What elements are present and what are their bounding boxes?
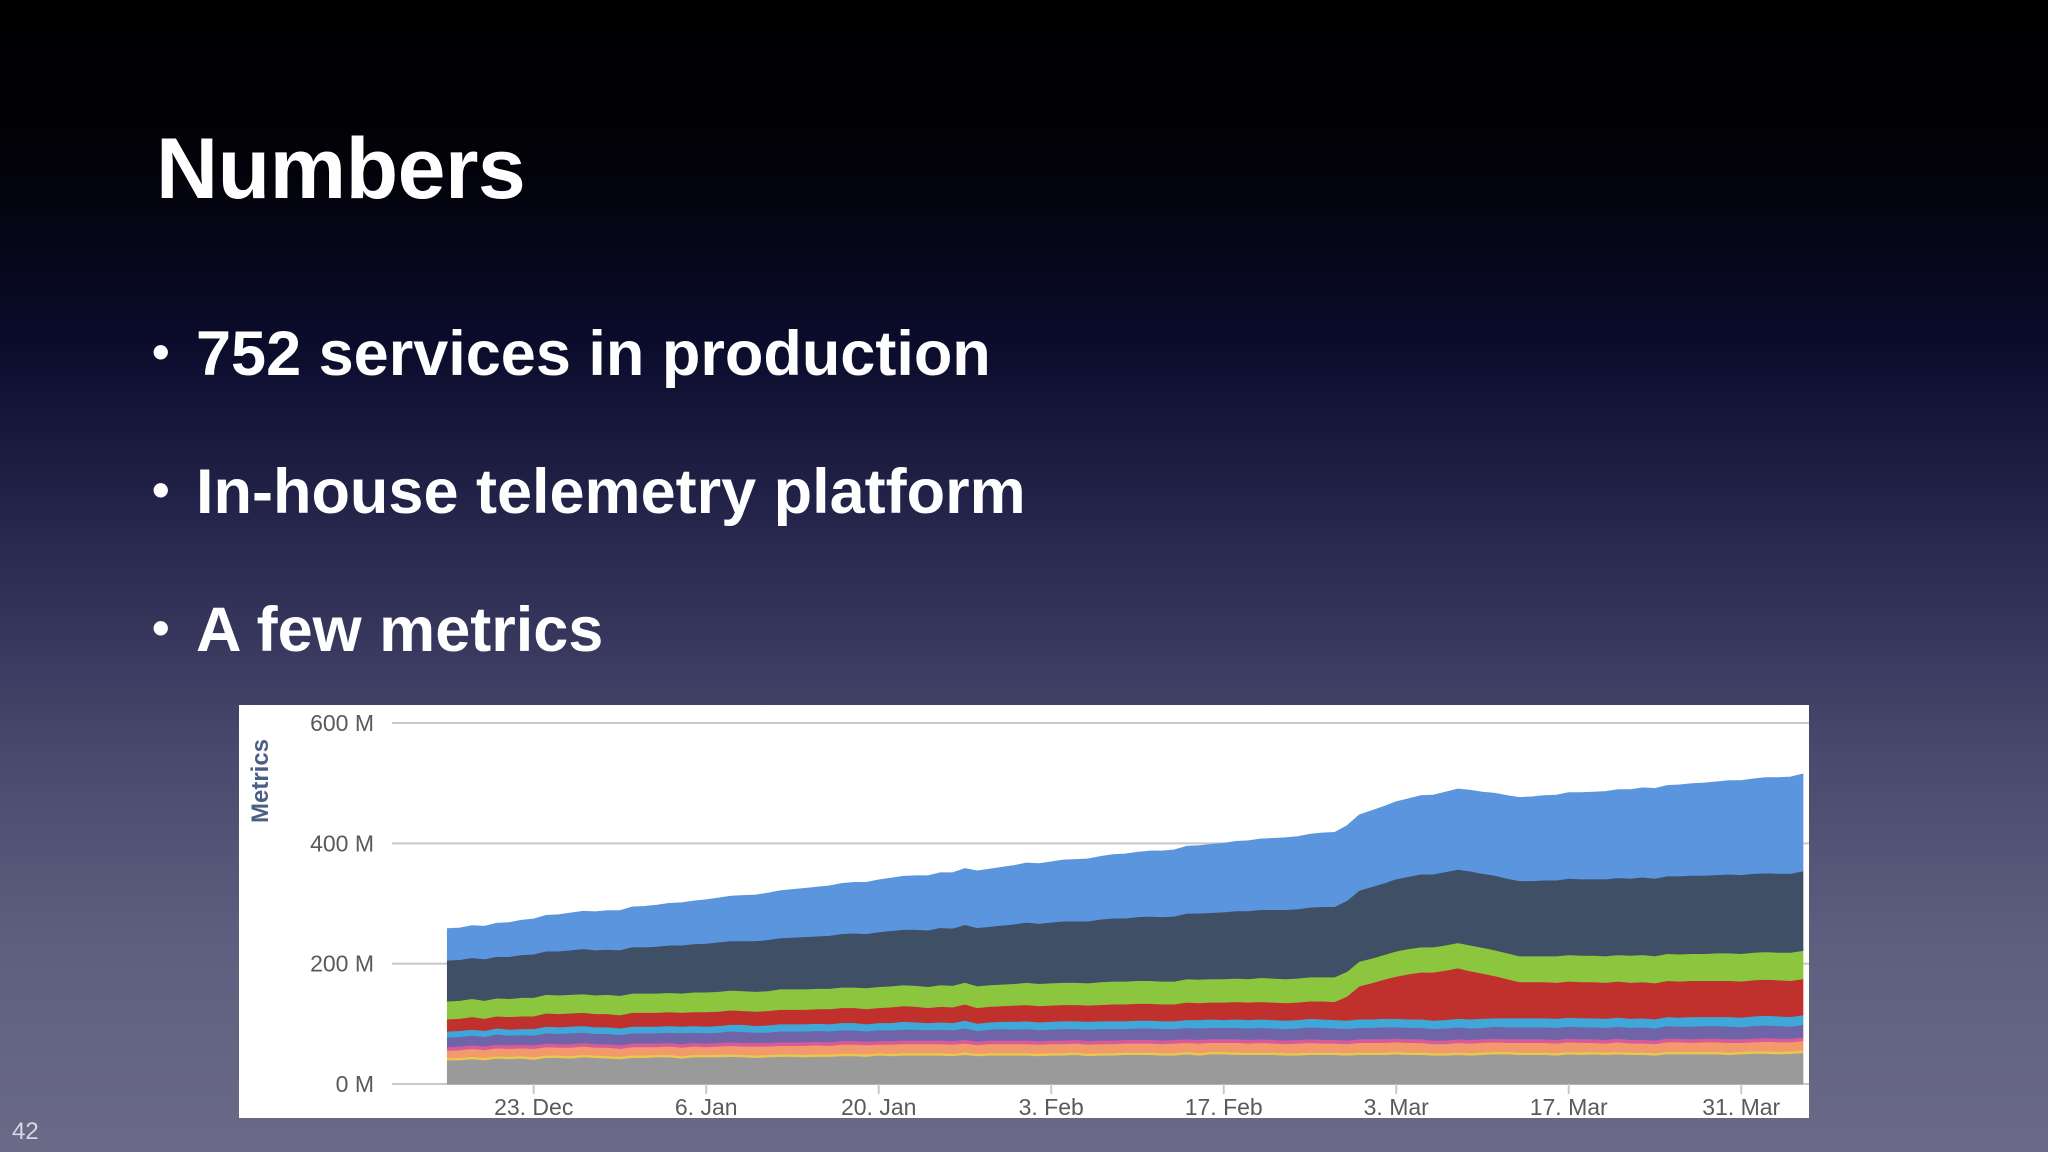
bullet-text: 752 services in production [196, 319, 991, 389]
x-tick-label: 3. Mar [1364, 1094, 1430, 1118]
x-tick-label: 6. Jan [675, 1094, 738, 1118]
area-series-group [446, 773, 1804, 1085]
y-axis-label: Metrics [247, 739, 274, 823]
bullet-text: A few metrics [196, 595, 604, 665]
bullet-text: In-house telemetry platform [196, 457, 1026, 527]
x-tick-label: 31. Mar [1702, 1094, 1780, 1118]
x-tick-label: 20. Jan [841, 1094, 916, 1118]
bullet-item: • In-house telemetry platform [150, 456, 1026, 594]
bullet-list: • 752 services in production • In-house … [150, 318, 1026, 732]
bullet-item: • 752 services in production [150, 318, 1026, 456]
y-axis-ticks: 0 M 200 M 400 M 600 M [310, 710, 374, 1097]
x-tick-label: 17. Feb [1185, 1094, 1263, 1118]
bullet-item: • A few metrics [150, 594, 1026, 732]
slide-number: 42 [12, 1118, 39, 1145]
area-series [446, 773, 1804, 961]
y-tick-label: 200 M [310, 951, 374, 977]
slide-title: Numbers [156, 121, 526, 217]
x-axis-ticks: 23. Dec 6. Jan 20. Jan 3. Feb 17. Feb 3. Mar 1… [494, 1084, 1781, 1118]
bullet-dot-icon: • [152, 324, 170, 380]
bullet-dot-icon: • [152, 600, 170, 656]
y-tick-label: 400 M [310, 830, 374, 856]
bullet-dot-icon: • [152, 462, 170, 518]
x-tick-label: 3. Feb [1019, 1094, 1084, 1118]
x-tick-label: 23. Dec [494, 1094, 573, 1118]
metrics-chart-panel: 0 M 200 M 400 M 600 M 23. Dec 6. Jan 20. Jan 3… [239, 705, 1809, 1118]
y-tick-label: 0 M [336, 1071, 374, 1097]
y-tick-label: 600 M [310, 710, 374, 736]
x-tick-label: 17. Mar [1530, 1094, 1608, 1118]
metrics-area-chart: 0 M 200 M 400 M 600 M 23. Dec 6. Jan 20. Jan 3… [247, 710, 1809, 1118]
